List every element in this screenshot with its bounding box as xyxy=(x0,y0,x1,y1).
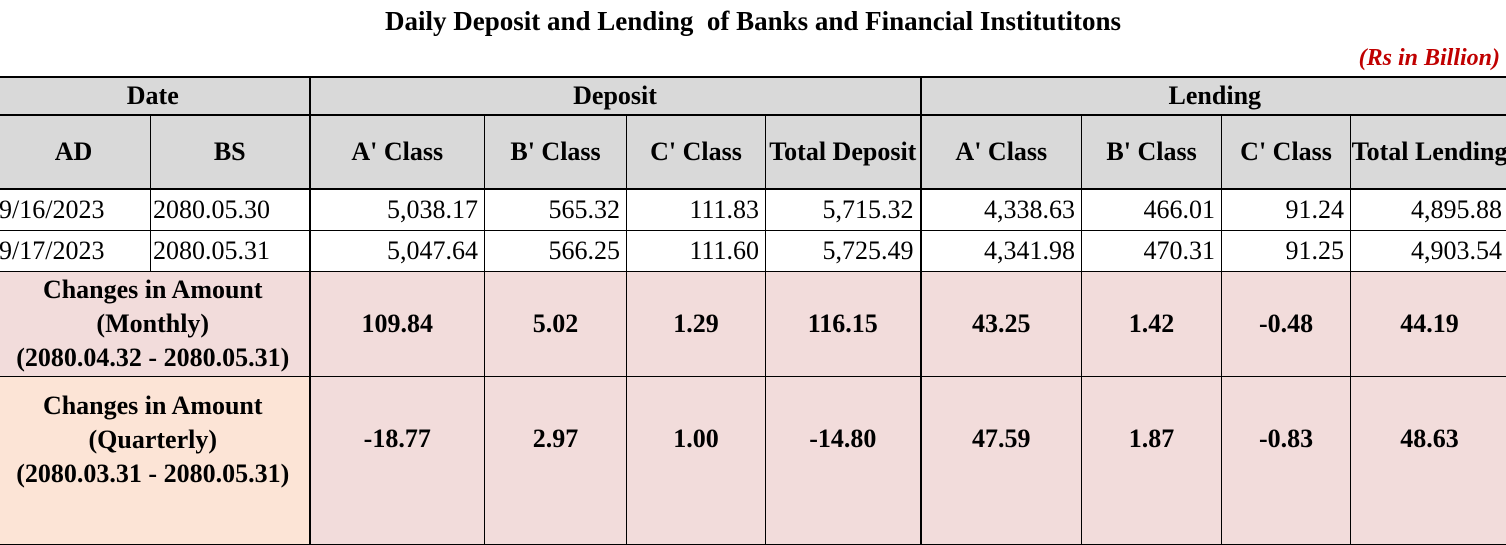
cell-lending-b: 466.01 xyxy=(1081,188,1223,231)
header-ad: AD xyxy=(0,114,151,190)
cell-deposit-b: 566.25 xyxy=(484,230,628,272)
cell-lending-b: 470.31 xyxy=(1081,230,1223,272)
header-deposit-a-class: A' Class xyxy=(308,114,486,190)
cell-lending-total: 4,903.54 xyxy=(1350,230,1506,272)
change-lending-total: 48.63 xyxy=(1350,376,1506,545)
change-deposit-a: -18.77 xyxy=(308,376,486,545)
header-row-columns: AD BS A' Class B' Class C' Class Total D… xyxy=(0,114,1506,190)
changes-label-line3: (2080.04.32 - 2080.05.31) xyxy=(16,343,290,372)
changes-monthly-label: Changes in Amount (Monthly) (2080.04.32 … xyxy=(0,271,311,377)
cell-bs: 2080.05.30 xyxy=(149,188,311,231)
changes-quarterly-row: Changes in Amount (Quarterly) (2080.03.3… xyxy=(0,376,1506,545)
cell-deposit-c: 111.83 xyxy=(626,188,767,231)
changes-label-line2: (Quarterly) xyxy=(88,425,218,454)
change-deposit-b: 2.97 xyxy=(484,376,628,545)
table-row: 9/16/2023 2080.05.30 5,038.17 565.32 111… xyxy=(0,188,1506,231)
change-lending-a: 43.25 xyxy=(919,271,1083,377)
change-deposit-total: 116.15 xyxy=(765,271,922,377)
change-deposit-b: 5.02 xyxy=(484,271,628,377)
table-row: 9/17/2023 2080.05.31 5,047.64 566.25 111… xyxy=(0,230,1506,272)
change-lending-total: 44.19 xyxy=(1350,271,1506,377)
change-deposit-a: 109.84 xyxy=(308,271,486,377)
deposit-lending-table: Date Deposit Lending AD BS A' Class B' C… xyxy=(0,76,1506,545)
header-lending-a-class: A' Class xyxy=(919,114,1083,190)
changes-label-line3: (2080.03.31 - 2080.05.31) xyxy=(16,459,290,488)
cell-lending-a: 4,338.63 xyxy=(919,188,1083,231)
changes-quarterly-label: Changes in Amount (Quarterly) (2080.03.3… xyxy=(0,376,311,545)
cell-lending-c: 91.25 xyxy=(1221,230,1352,272)
changes-label-line1: Changes in Amount xyxy=(42,275,263,304)
changes-monthly-row: Changes in Amount (Monthly) (2080.04.32 … xyxy=(0,271,1506,377)
change-lending-b: 1.87 xyxy=(1081,376,1223,545)
cell-ad: 9/16/2023 xyxy=(0,188,151,231)
change-deposit-c: 1.29 xyxy=(626,271,767,377)
changes-label-line2: (Monthly) xyxy=(96,309,210,338)
header-deposit-b-class: B' Class xyxy=(484,114,628,190)
cell-deposit-c: 111.60 xyxy=(626,230,767,272)
change-deposit-c: 1.00 xyxy=(626,376,767,545)
change-lending-a: 47.59 xyxy=(919,376,1083,545)
header-total-deposit: Total Deposit xyxy=(765,114,922,190)
cell-lending-total: 4,895.88 xyxy=(1350,188,1506,231)
change-lending-b: 1.42 xyxy=(1081,271,1223,377)
change-deposit-total: -14.80 xyxy=(765,376,922,545)
cell-lending-c: 91.24 xyxy=(1221,188,1352,231)
unit-note: (Rs in Billion) xyxy=(1358,45,1500,71)
changes-label-line1: Changes in Amount xyxy=(42,391,263,420)
cell-deposit-b: 565.32 xyxy=(484,188,628,231)
header-date: Date xyxy=(0,76,311,116)
report-title: Daily Deposit and Lending of Banks and F… xyxy=(385,6,1121,36)
cell-deposit-a: 5,047.64 xyxy=(308,230,486,272)
cell-deposit-total: 5,715.32 xyxy=(765,188,922,231)
header-lending-c-class: C' Class xyxy=(1221,114,1352,190)
change-lending-c: -0.83 xyxy=(1221,376,1352,545)
header-deposit: Deposit xyxy=(308,76,922,116)
header-row-groups: Date Deposit Lending xyxy=(0,76,1506,116)
cell-deposit-a: 5,038.17 xyxy=(308,188,486,231)
header-deposit-c-class: C' Class xyxy=(626,114,767,190)
cell-lending-a: 4,341.98 xyxy=(919,230,1083,272)
header-total-lending: Total Lending xyxy=(1350,114,1506,190)
cell-bs: 2080.05.31 xyxy=(149,230,311,272)
change-lending-c: -0.48 xyxy=(1221,271,1352,377)
header-lending-b-class: B' Class xyxy=(1081,114,1223,190)
cell-deposit-total: 5,725.49 xyxy=(765,230,922,272)
header-lending: Lending xyxy=(919,76,1506,116)
cell-ad: 9/17/2023 xyxy=(0,230,151,272)
header-bs: BS xyxy=(149,114,311,190)
